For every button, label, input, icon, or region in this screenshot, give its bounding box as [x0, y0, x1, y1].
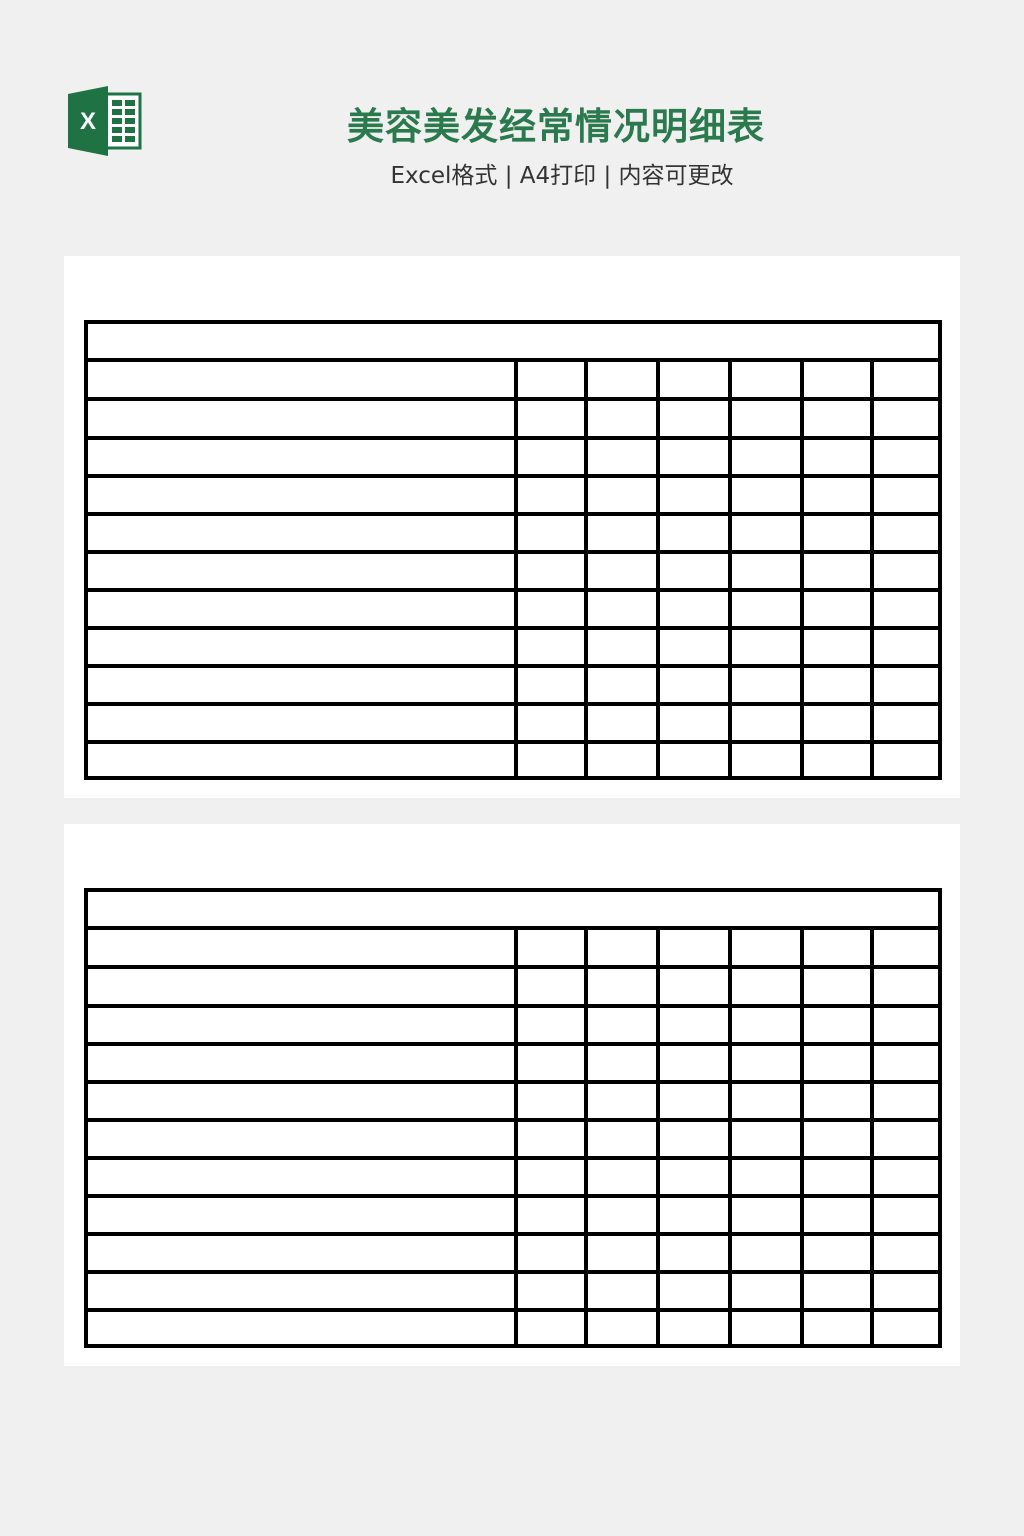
- grid-row-line: [84, 1232, 942, 1236]
- grid-row-line: [84, 926, 942, 930]
- grid-row-line: [84, 1194, 942, 1198]
- spreadsheet-grid: [84, 320, 942, 780]
- grid-col-line: [938, 320, 942, 780]
- grid-col-line: [84, 320, 88, 780]
- grid-row-line: [84, 1118, 942, 1122]
- grid-row-line: [84, 888, 942, 892]
- grid-row-line: [84, 1156, 942, 1160]
- grid-col-line: [656, 358, 660, 780]
- grid-row-line: [84, 1042, 942, 1046]
- grid-row-line: [84, 397, 942, 401]
- grid-col-line: [584, 358, 588, 780]
- sheet-preview: [64, 256, 960, 798]
- grid-col-line: [938, 888, 942, 1348]
- svg-text:X: X: [80, 108, 96, 135]
- grid-col-line: [870, 926, 874, 1348]
- grid-row-line: [84, 320, 942, 324]
- excel-icon: X: [68, 86, 142, 156]
- grid-row-line: [84, 436, 942, 440]
- grid-row-line: [84, 664, 942, 668]
- grid-row-line: [84, 588, 942, 592]
- grid-col-line: [728, 926, 732, 1348]
- grid-row-line: [84, 358, 942, 362]
- grid-row-line: [84, 1004, 942, 1008]
- grid-col-line: [584, 926, 588, 1348]
- grid-col-line: [656, 926, 660, 1348]
- grid-row-line: [84, 965, 942, 969]
- grid-row-line: [84, 512, 942, 516]
- grid-row-line: [84, 1080, 942, 1084]
- grid-col-line: [84, 888, 88, 1348]
- grid-row-line: [84, 1344, 942, 1348]
- grid-col-line: [728, 358, 732, 780]
- spreadsheet-grid: [84, 888, 942, 1348]
- page-title: 美容美发经常情况明细表: [347, 105, 765, 148]
- grid-row-line: [84, 1270, 942, 1274]
- grid-col-line: [514, 358, 518, 780]
- grid-row-line: [84, 740, 942, 744]
- grid-row-line: [84, 776, 942, 780]
- grid-col-line: [800, 926, 804, 1348]
- grid-row-line: [84, 702, 942, 706]
- grid-row-line: [84, 1308, 942, 1312]
- page-subtitle: Excel格式 | A4打印 | 内容可更改: [390, 163, 734, 189]
- grid-col-line: [870, 358, 874, 780]
- grid-col-line: [800, 358, 804, 780]
- sheet-preview: [64, 824, 960, 1366]
- grid-row-line: [84, 550, 942, 554]
- grid-col-line: [514, 926, 518, 1348]
- grid-row-line: [84, 474, 942, 478]
- grid-row-line: [84, 626, 942, 630]
